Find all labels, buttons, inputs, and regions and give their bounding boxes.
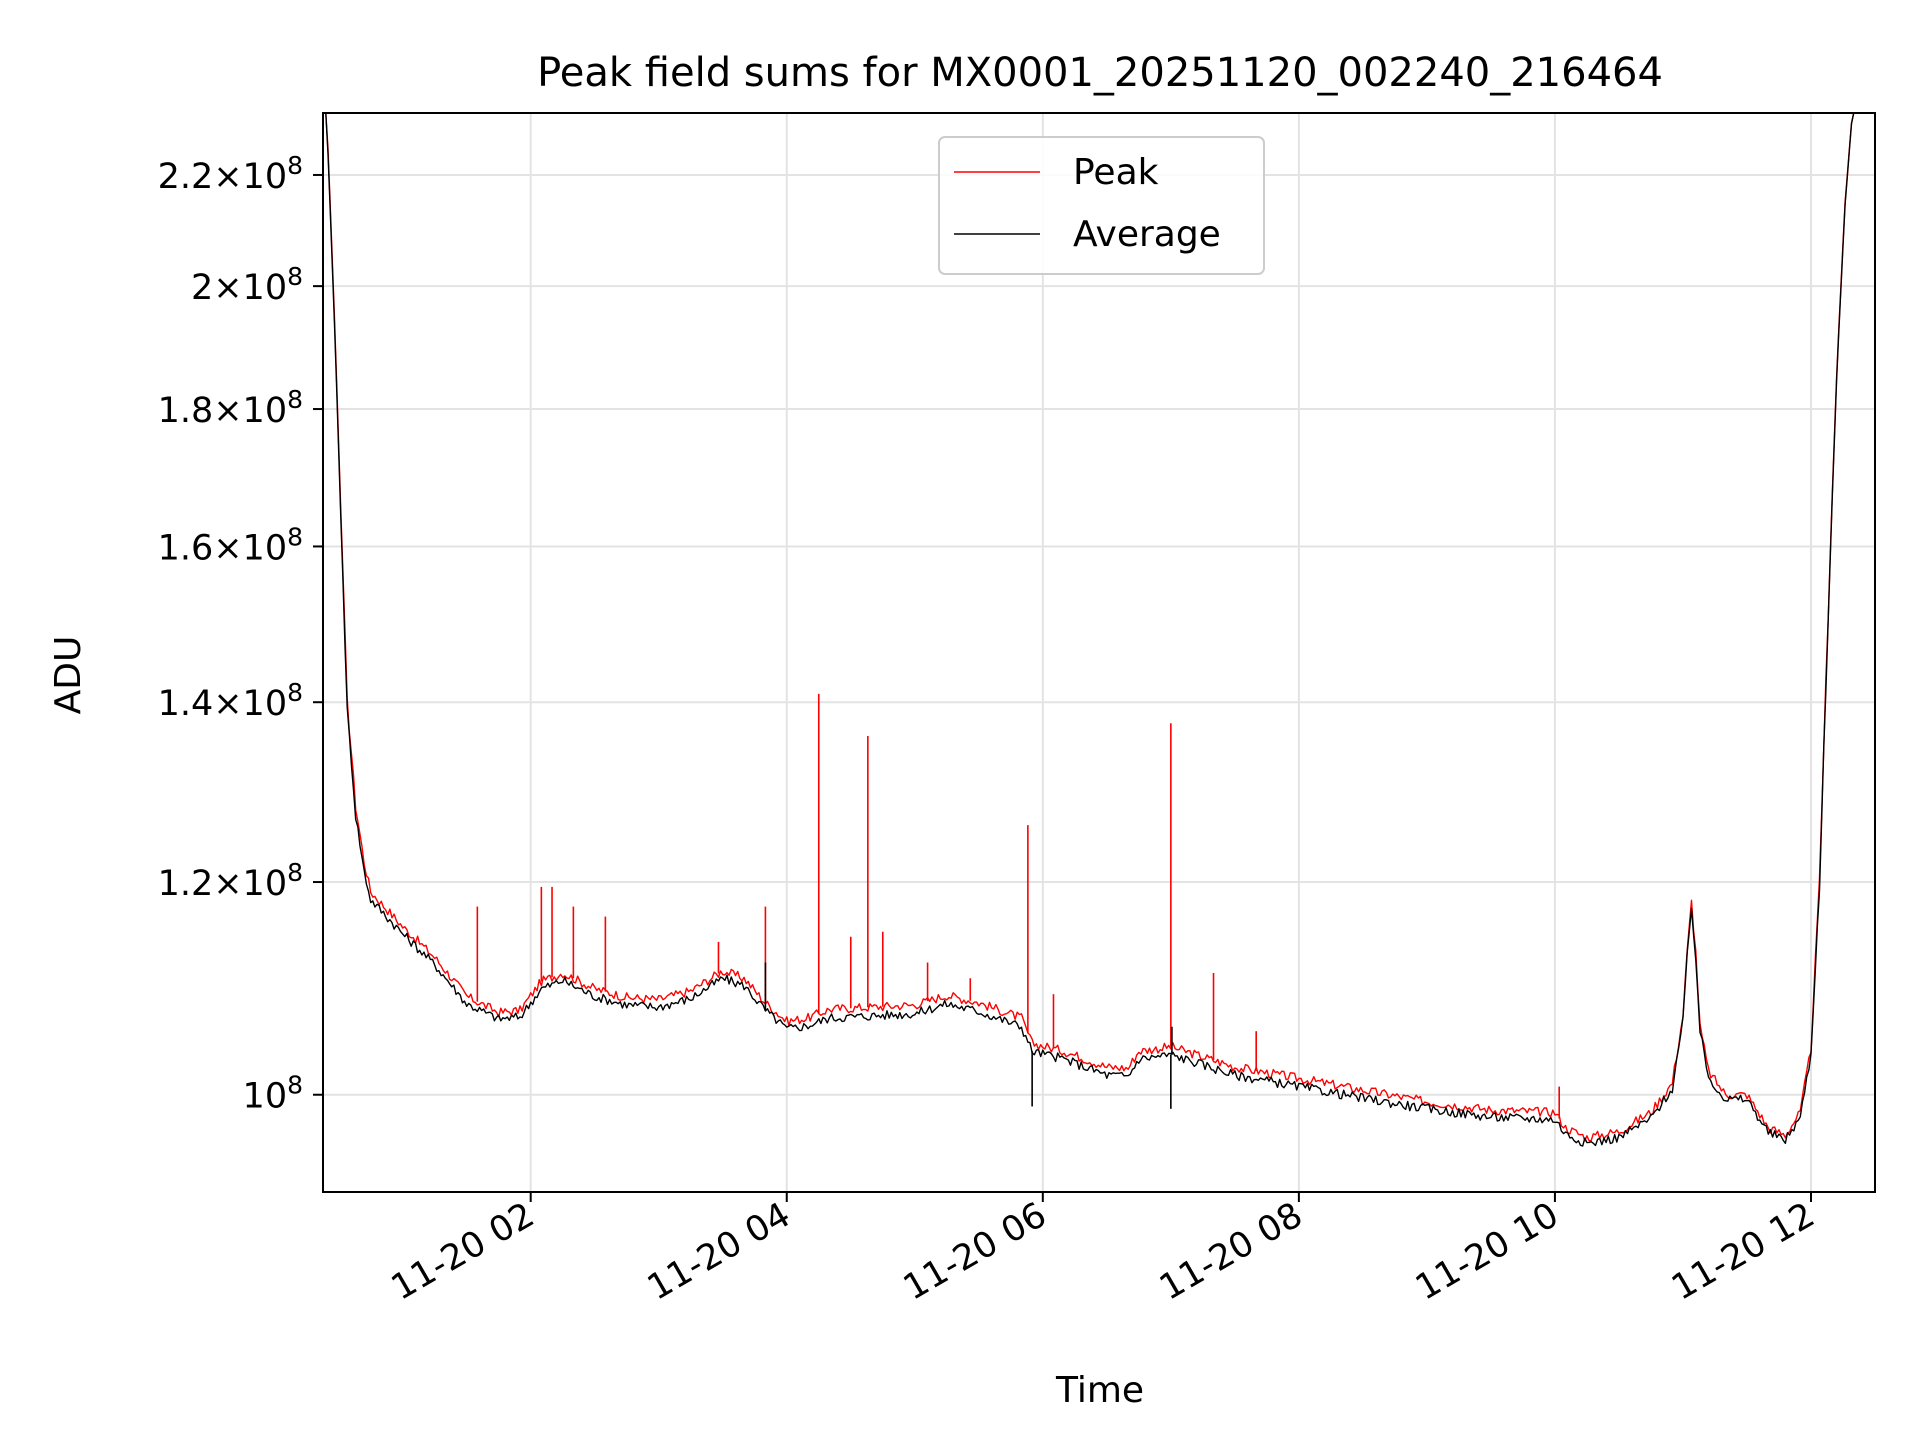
y-axis-label: ADU bbox=[48, 636, 89, 715]
y-tick-label: 2×108 bbox=[191, 262, 303, 308]
y-tick-label: 1.6×108 bbox=[158, 522, 303, 568]
series-line-peak bbox=[323, 112, 1855, 1142]
series-layer bbox=[323, 112, 1855, 1147]
series-peak bbox=[323, 112, 1855, 1142]
chart-title: Peak field sums for MX0001_20251120_0022… bbox=[537, 50, 1663, 96]
legend: Peak Average bbox=[938, 136, 1265, 275]
y-tick-label: 1.8×108 bbox=[158, 385, 303, 431]
y-tick-label: 1.2×108 bbox=[158, 858, 303, 904]
series-average bbox=[323, 112, 1855, 1147]
plot-frame bbox=[322, 112, 1876, 1193]
grid bbox=[323, 113, 1875, 1192]
x-axis-label: Time bbox=[1055, 1370, 1144, 1411]
y-tick-label: 2.2×108 bbox=[158, 151, 303, 197]
legend-label-peak: Peak bbox=[1073, 152, 1159, 193]
y-tick-label: 108 bbox=[243, 1071, 303, 1117]
y-tick-label: 1.4×108 bbox=[158, 678, 303, 724]
series-line-average bbox=[323, 112, 1855, 1147]
legend-label-average: Average bbox=[1073, 214, 1221, 255]
